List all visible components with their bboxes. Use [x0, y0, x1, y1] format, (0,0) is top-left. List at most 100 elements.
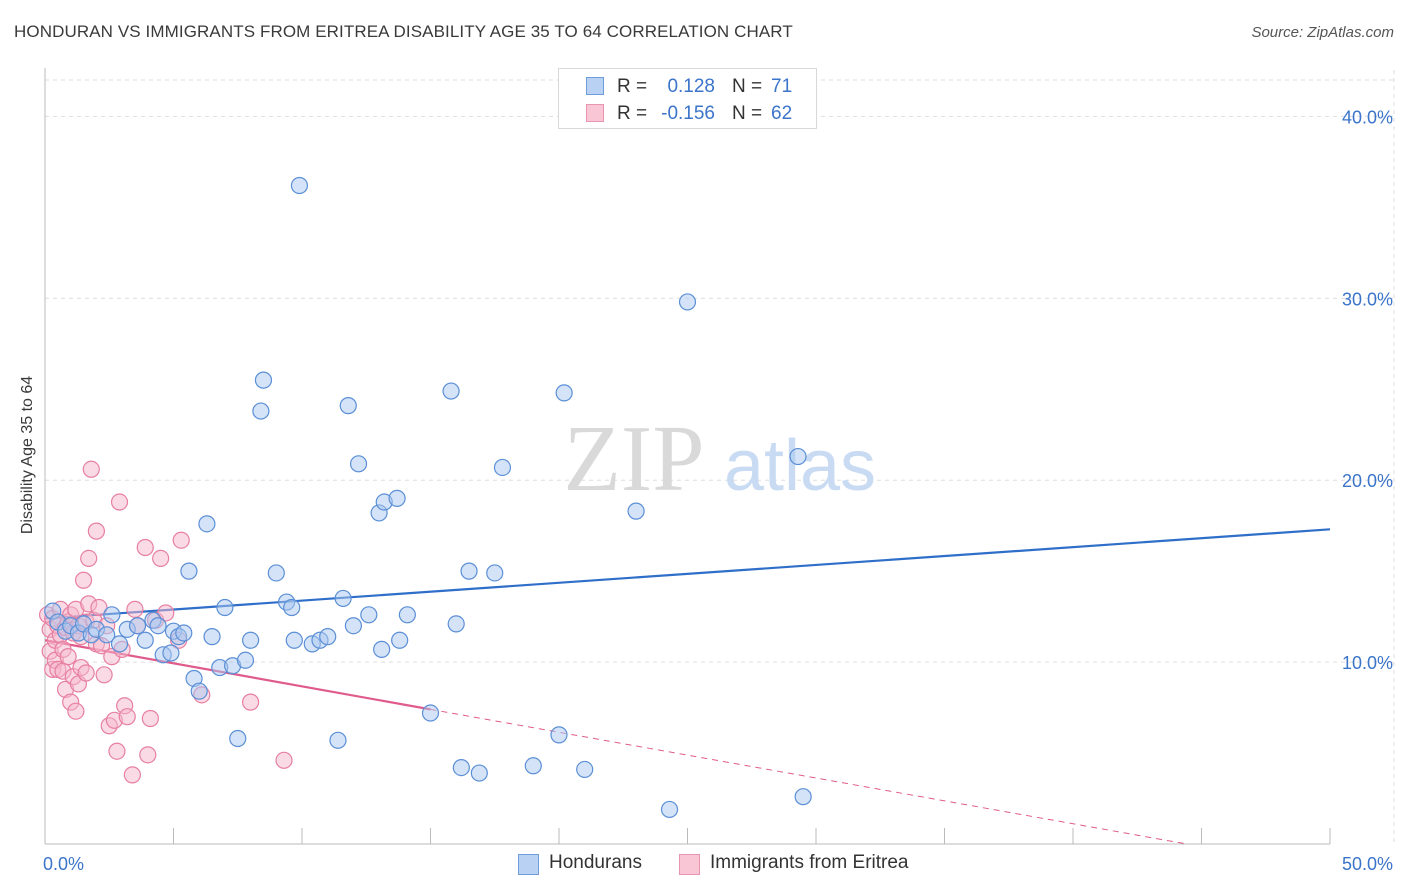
- trend-lines: [44, 528, 1331, 845]
- honduran-point: [98, 626, 116, 644]
- tick-labels: 10.0% 20.0% 30.0% 40.0% 0.0% 50.0%: [43, 107, 1393, 874]
- eritrea-point: [82, 460, 100, 478]
- honduran-point: [319, 628, 337, 646]
- legend-swatch-blue: [586, 77, 604, 95]
- eritrea-point: [67, 702, 85, 720]
- honduran-point: [162, 644, 180, 662]
- honduran-point: [452, 758, 470, 777]
- x-tick-label: 0.0%: [43, 854, 84, 874]
- chart-title: HONDURAN VS IMMIGRANTS FROM ERITREA DISA…: [14, 22, 793, 41]
- honduran-point: [236, 651, 255, 669]
- legend-swatch-pink: [679, 854, 700, 875]
- honduran-point: [285, 631, 303, 649]
- honduran-point: [555, 384, 573, 402]
- eritrea-point: [80, 549, 98, 568]
- honduran-point: [242, 631, 260, 649]
- watermark: ZIP atlas: [564, 407, 877, 511]
- legend-n-value: 71: [771, 76, 793, 97]
- legend-r-label: R =: [617, 76, 648, 97]
- legend-r-value: 0.128: [667, 76, 715, 97]
- legend-row-hondurans: R = 0.128 N = 71: [559, 74, 816, 100]
- eritrea-point: [139, 746, 157, 764]
- eritrea-point: [77, 664, 95, 682]
- grid-lines: [45, 70, 1395, 844]
- eritrea-point: [108, 742, 126, 760]
- honduran-point: [470, 764, 488, 782]
- legend-label: Hondurans: [549, 852, 642, 873]
- honduran-point: [576, 760, 594, 779]
- honduran-point: [329, 731, 347, 749]
- honduran-point: [789, 447, 807, 466]
- honduran-point: [550, 726, 568, 744]
- honduran-point: [283, 598, 301, 617]
- y-tick-label: 40.0%: [1342, 107, 1393, 127]
- honduran-trend-line: [44, 528, 1331, 620]
- honduran-point: [128, 617, 147, 635]
- honduran-point: [398, 606, 416, 624]
- legend-r-value: -0.156: [661, 103, 715, 124]
- honduran-point: [442, 382, 460, 400]
- eritrea-point: [59, 648, 77, 666]
- x-tick-label: 50.0%: [1342, 854, 1393, 874]
- honduran-point: [180, 562, 198, 580]
- honduran-point: [447, 615, 465, 633]
- legend-row-eritrea: R = -0.156 N = 62: [559, 101, 816, 127]
- honduran-point: [339, 397, 357, 415]
- honduran-point: [678, 293, 697, 311]
- honduran-point: [203, 628, 221, 646]
- correlation-legend: R = 0.128 N = 71 R = -0.156 N = 62: [558, 68, 817, 129]
- honduran-point: [254, 371, 273, 389]
- axes: [44, 68, 1331, 845]
- eritrea-point: [141, 709, 159, 728]
- honduran-point: [267, 564, 285, 582]
- honduran-point: [198, 515, 216, 533]
- honduran-point: [360, 606, 378, 624]
- eritrea-point: [136, 538, 154, 557]
- honduran-point: [627, 502, 645, 520]
- legend-swatch-pink: [586, 104, 604, 122]
- eritrea-point: [123, 766, 141, 784]
- eritrea-point: [126, 600, 144, 618]
- watermark-atlas: atlas: [724, 426, 876, 506]
- eritrea-point: [95, 666, 113, 684]
- honduran-points: [44, 176, 812, 819]
- eritrea-point: [87, 522, 106, 540]
- honduran-point: [103, 606, 121, 624]
- y-tick-label: 30.0%: [1342, 289, 1393, 309]
- honduran-point: [216, 598, 234, 617]
- legend-n-value: 62: [771, 103, 793, 124]
- honduran-point: [421, 704, 440, 722]
- eritrea-point: [118, 708, 136, 726]
- legend-swatch-blue: [518, 854, 539, 875]
- legend-label: Immigrants from Eritrea: [710, 852, 909, 873]
- y-tick-label: 20.0%: [1342, 471, 1393, 491]
- eritrea-point: [172, 531, 190, 549]
- honduran-point: [149, 617, 167, 635]
- y-axis-title: Disability Age 35 to 64: [19, 375, 36, 535]
- eritrea-point: [242, 693, 260, 711]
- legend-r-label: R =: [617, 103, 648, 124]
- eritrea-point: [110, 493, 129, 511]
- honduran-point: [136, 631, 154, 649]
- honduran-point: [373, 640, 391, 658]
- watermark-zip: ZIP: [564, 407, 705, 511]
- honduran-point: [175, 624, 193, 642]
- honduran-point: [252, 402, 270, 420]
- eritrea-trend-extension: [430, 708, 1187, 845]
- honduran-point: [110, 635, 129, 653]
- honduran-point: [349, 455, 368, 473]
- honduran-point: [524, 757, 542, 775]
- honduran-point: [493, 458, 512, 477]
- honduran-point: [460, 562, 478, 580]
- honduran-point: [388, 489, 406, 507]
- eritrea-point: [275, 751, 293, 769]
- eritrea-point: [74, 571, 93, 589]
- eritrea-point: [157, 604, 175, 622]
- eritrea-point: [152, 549, 170, 568]
- honduran-point: [290, 176, 309, 195]
- honduran-point: [344, 617, 362, 635]
- honduran-point: [391, 631, 409, 649]
- legend-n-label: N =: [732, 103, 763, 124]
- honduran-point: [486, 564, 504, 582]
